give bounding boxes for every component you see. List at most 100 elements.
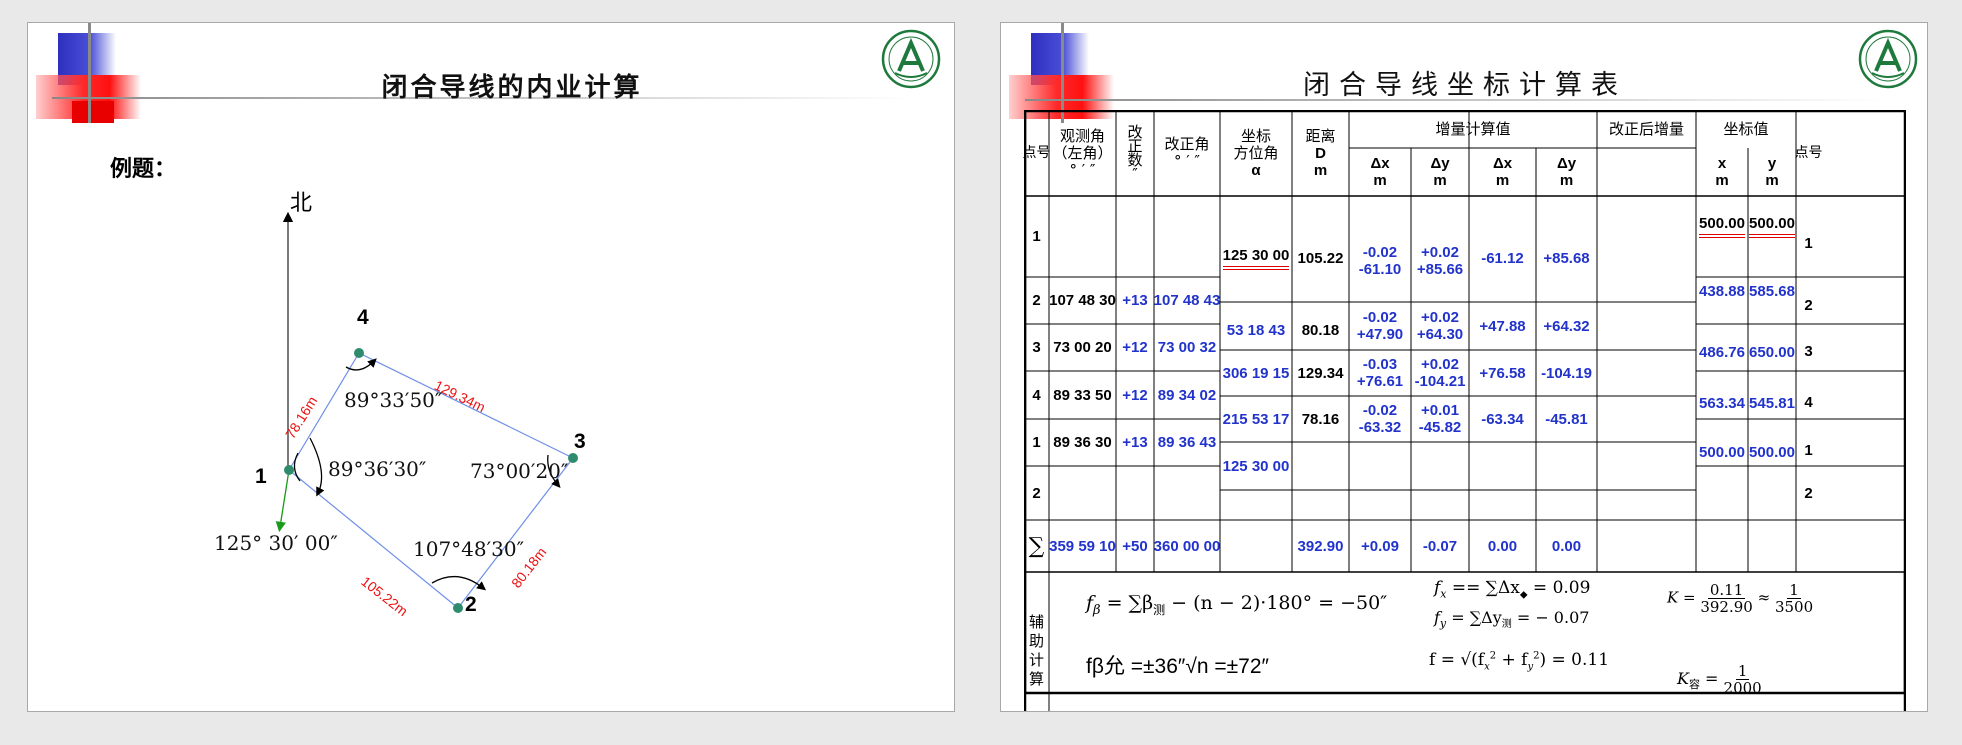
header-correction-c3: 数 (1127, 151, 1143, 169)
table-row-point-right: 2 (1804, 484, 1813, 502)
fy-sub: y (1439, 617, 1447, 631)
dx-correction: -0.03 (1362, 356, 1398, 373)
x-coordinate-cell: 486.76 (1699, 344, 1745, 361)
fx-sub-mark: ◆ (1519, 589, 1528, 601)
station-2 (453, 603, 463, 613)
header-distance: 距离 D m (1292, 110, 1349, 196)
coordinate-table: 点号 观测角 （左角） ° ′ ″ 改 正 数 ″ 改正角 ° ′ ″ 坐标 方… (1022, 110, 1906, 711)
azimuth-value-start: 125 30 00 (1222, 247, 1290, 270)
f-beta-formula: fβ = ∑β测 − (n − 2)·180° = −50″ (1086, 592, 1387, 618)
f-beta-allowable: fβ允 =±36″√n =±72″ (1086, 655, 1269, 678)
f-beta-f: f (1086, 592, 1094, 614)
header-point: 点号 (1022, 144, 1051, 161)
dx-cell: -0.02 -63.32 (1349, 396, 1411, 442)
table-row-point: 3 (1032, 339, 1041, 356)
header-increment-group: 增量计算值 (1435, 119, 1511, 138)
fx-sum: == ∑Δx (1446, 578, 1520, 598)
dx-correction: -0.02 (1362, 309, 1398, 326)
azimuth-cell: 306 19 15 (1222, 364, 1290, 382)
aux-label-c3: 计 (1028, 651, 1044, 669)
header-azimuth-l2: 方位角 (1233, 143, 1279, 162)
header-dx-adj-unit: m (1495, 172, 1510, 189)
sum-dy: -0.07 (1422, 537, 1458, 555)
header-dy-unit: m (1433, 172, 1447, 189)
dy-adjusted-cell: -45.81 (1545, 410, 1588, 428)
header-observed-angle: 观测角 （左角） ° ′ ″ (1049, 110, 1116, 196)
k-allow-sub: 容 (1688, 678, 1700, 692)
f-beta-rest: − (n − 2)·180° = −50″ (1165, 592, 1388, 614)
fy-formula: fy = ∑Δy测 = − 0.07 (1434, 608, 1589, 630)
correction-cell: +12 (1122, 339, 1148, 356)
dx-cell: -0.03 +76.61 (1349, 350, 1411, 396)
table-row-point: 2 (1032, 484, 1041, 502)
angle-arc-2 (431, 576, 487, 591)
header-correction-c2: 正 (1127, 137, 1143, 155)
k-fraction-simplified: 1 3500 (1775, 582, 1813, 615)
k-allow-denominator: 2000 (1723, 679, 1762, 697)
title-rule (1025, 99, 1885, 101)
header-distance-label: 距离 (1305, 126, 1336, 145)
dy-correction: +0.01 (1421, 402, 1459, 419)
table-row-point: 2 (1032, 292, 1041, 309)
header-dy-label: Δy (1430, 155, 1450, 172)
header-correction: 改 正 数 ″ (1116, 110, 1154, 196)
x-coordinate-cell: 500.00 (1696, 196, 1748, 277)
corrected-angle-cell: 73 00 32 (1157, 339, 1217, 356)
azimuth-cell: 53 18 43 (1226, 321, 1286, 339)
station-3 (568, 453, 578, 463)
corrected-angle-cell: 107 48 43 (1153, 292, 1221, 309)
table-row-point-right: 3 (1804, 343, 1813, 360)
table-row-point-right: 1 (1804, 442, 1813, 459)
dy-correction: +0.02 (1421, 309, 1459, 326)
side-3-4 (358, 352, 574, 459)
azimuth-cell: 125 30 00 (1220, 196, 1292, 302)
angle-arc-3 (547, 454, 561, 488)
header-azimuth-alpha: α (1251, 161, 1261, 179)
header-dx: Δx m (1349, 148, 1411, 196)
header-azimuth: 坐标 方位角 α (1220, 110, 1292, 196)
aux-label-c1: 辅 (1028, 613, 1044, 631)
f-total-formula: f = √(fx2 + fy2) = 0.11 (1429, 650, 1609, 672)
header-correction-unit: ″ (1132, 165, 1138, 183)
corrected-angle-cell: 89 34 02 (1157, 386, 1217, 404)
azimuth-cell: 125 30 00 (1222, 457, 1290, 475)
table-row-point-right: 4 (1804, 393, 1813, 411)
station-1 (284, 465, 294, 475)
x-start-value: 500.00 (1699, 215, 1745, 238)
table-grid (1024, 110, 1906, 711)
example-label: 例题： (110, 156, 177, 182)
header-y-unit: m (1765, 172, 1779, 189)
aux-label: 辅 助 计 算 (1024, 572, 1049, 711)
sum-distance: 392.90 (1297, 537, 1344, 555)
fy-value: = − 0.07 (1511, 608, 1590, 627)
correction-cell: +12 (1122, 386, 1148, 404)
dx-adjusted-cell: +47.88 (1479, 317, 1526, 335)
university-logo (881, 29, 941, 89)
angle-label-3: 73°00′20″ (470, 459, 569, 483)
f-total-y-sq: 2 (1533, 650, 1540, 662)
y-start-value: 500.00 (1749, 215, 1795, 238)
dy-cell: +0.01 -45.82 (1411, 396, 1469, 442)
angle-label-2: 107°48′30″ (413, 537, 525, 561)
dx-value: -63.32 (1358, 419, 1402, 436)
dx-cell: -0.02 -61.10 (1349, 196, 1411, 302)
aux-label-c4: 算 (1028, 670, 1044, 688)
k-allow-lhs: K (1677, 669, 1689, 688)
y-coordinate-cell: 650.00 (1749, 344, 1795, 361)
distance-cell: 105.22 (1297, 249, 1344, 267)
x-coordinate-cell: 500.00 (1699, 444, 1745, 461)
dy-correction: +0.02 (1421, 356, 1459, 373)
aux-label-c2: 助 (1028, 632, 1044, 650)
k-numerator: 0.11 (1707, 581, 1746, 599)
angle-arc-4 (345, 358, 377, 371)
point-label-2: 2 (465, 593, 477, 616)
header-dx-label: Δx (1370, 155, 1390, 172)
f-total-x: x (1484, 661, 1490, 673)
fx-f: f (1434, 578, 1441, 598)
dy-cell: +0.02 +85.66 (1411, 196, 1469, 302)
dx-value: +76.61 (1356, 373, 1404, 390)
x-coordinate-cell: 563.34 (1699, 394, 1745, 412)
sum-dx: +0.09 (1361, 537, 1399, 555)
header-distance-d: D (1315, 144, 1326, 162)
